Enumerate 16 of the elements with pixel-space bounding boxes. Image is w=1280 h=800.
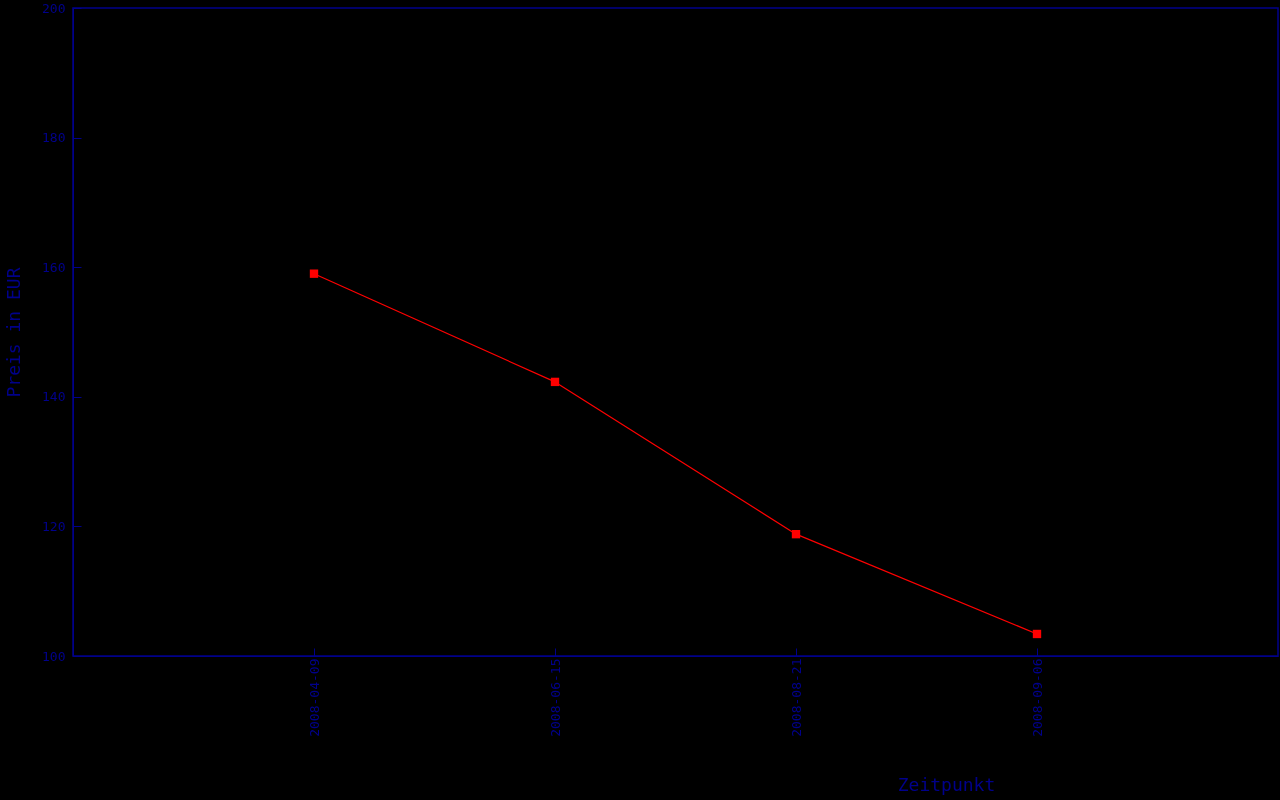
point: [550, 377, 560, 387]
y-tick-label: 180: [42, 130, 66, 146]
point: [309, 269, 319, 278]
y-tick-label: 160: [42, 259, 66, 275]
y-tick-label: 120: [42, 518, 66, 534]
point: [791, 529, 801, 539]
x-tick-label: 2008-08-21: [788, 658, 804, 737]
x-axis-title: Zeitpunkt: [897, 773, 996, 795]
y-tick-label: 100: [42, 648, 66, 664]
x-tick-label: 2008-09-06: [1029, 658, 1045, 737]
y-tick-label: 140: [42, 389, 66, 405]
y-tick-label: 200: [42, 0, 66, 16]
point: [1032, 629, 1042, 639]
y-axis-title: Preis in EUR: [2, 267, 24, 398]
x-tick-label: 2008-06-15: [547, 658, 563, 737]
x-tick-label: 2008-04-09: [306, 658, 322, 737]
